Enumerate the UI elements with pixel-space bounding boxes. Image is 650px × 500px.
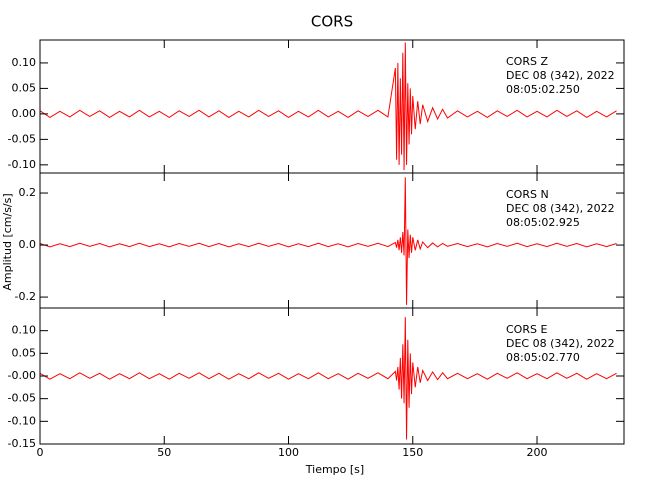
y-tick-label: -0.10 — [8, 414, 36, 427]
annotation: CORS N — [506, 188, 549, 201]
chart-title: CORS — [311, 13, 353, 31]
x-tick-label: 100 — [278, 446, 299, 459]
x-axis-label: Tiempo [s] — [305, 463, 364, 476]
y-tick-label: 0.2 — [19, 186, 37, 199]
annotation: 08:05:02.250 — [506, 83, 580, 96]
x-tick-label: 0 — [37, 446, 44, 459]
y-tick-label: -0.2 — [15, 290, 36, 303]
y-tick-label: 0.05 — [12, 346, 37, 359]
y-tick-label: -0.15 — [8, 437, 36, 450]
y-tick-label: 0.10 — [12, 324, 37, 337]
annotation: 08:05:02.770 — [506, 351, 580, 364]
y-axis-label: Amplitud [cm/s/s] — [1, 193, 14, 290]
annotation: DEC 08 (342), 2022 — [506, 337, 615, 350]
y-tick-label: -0.10 — [8, 158, 36, 171]
x-tick-label: 50 — [157, 446, 171, 459]
x-tick-label: 150 — [402, 446, 423, 459]
y-tick-label: 0.0 — [19, 238, 37, 251]
y-tick-label: -0.05 — [8, 132, 36, 145]
annotation: CORS Z — [506, 55, 548, 68]
waveform — [40, 177, 617, 305]
y-tick-label: -0.00 — [8, 369, 36, 382]
waveform — [40, 317, 617, 440]
y-tick-label: 0.00 — [12, 107, 37, 120]
annotation: CORS E — [506, 323, 547, 336]
y-tick-label: 0.05 — [12, 81, 37, 94]
y-tick-label: -0.05 — [8, 392, 36, 405]
annotation: 08:05:02.925 — [506, 216, 580, 229]
x-tick-label: 200 — [527, 446, 548, 459]
annotation: DEC 08 (342), 2022 — [506, 202, 615, 215]
annotation: DEC 08 (342), 2022 — [506, 69, 615, 82]
waveform — [40, 42, 617, 170]
y-tick-label: 0.10 — [12, 56, 37, 69]
